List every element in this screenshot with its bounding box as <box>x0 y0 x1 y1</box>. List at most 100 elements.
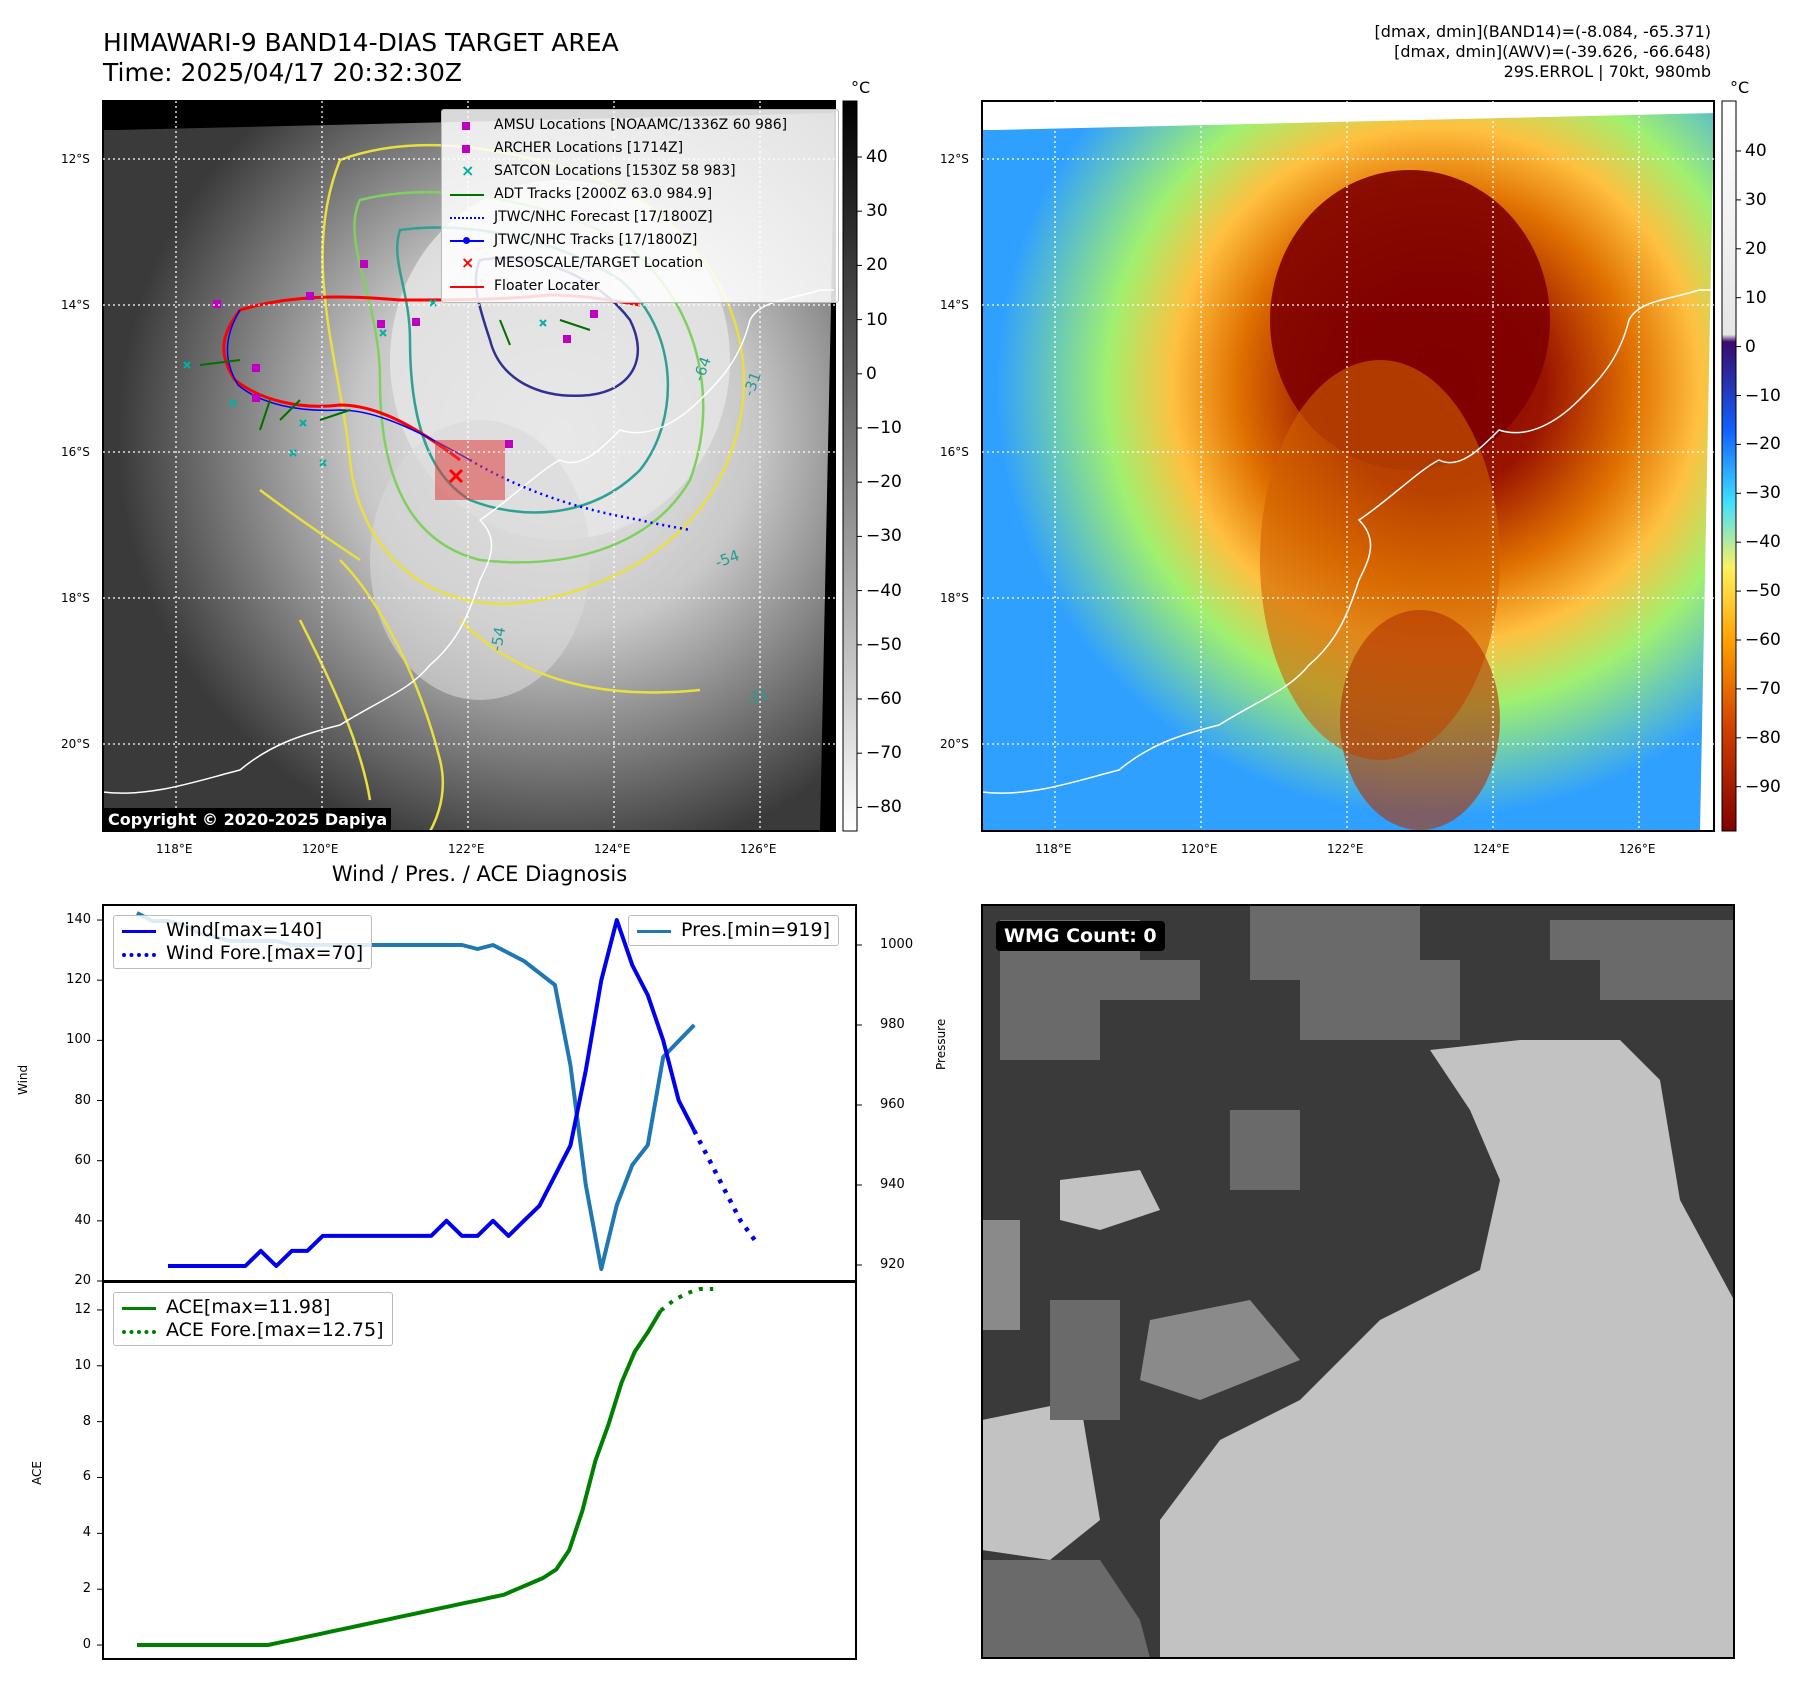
pressure-legend: Pres.[min=919] <box>628 915 839 946</box>
map-legend-label: JTWC/NHC Tracks [17/1800Z] <box>494 232 698 248</box>
colorbar-tick-label: −80 <box>866 797 902 818</box>
pres-legend-label: Pres.[min=919] <box>681 919 830 941</box>
pressure-ylabel: Pressure <box>934 1018 948 1070</box>
map-legend-item: JTWC/NHC Tracks [17/1800Z] <box>450 229 830 252</box>
lon-label: 124°E <box>594 842 631 856</box>
map-legend-swatch: × <box>461 252 475 272</box>
ace-tick-label: 0 <box>82 1637 91 1653</box>
map-legend-label: SATCON Locations [1530Z 58 983] <box>494 163 736 179</box>
lon-label: 122°E <box>1327 842 1364 856</box>
ace-legend-label: ACE[max=11.98] <box>166 1296 331 1318</box>
lat-label: 16°S <box>940 445 969 459</box>
lon-label: 126°E <box>1619 842 1656 856</box>
colorbar-tick-label: −70 <box>866 743 902 764</box>
ace-legend-swatch <box>122 1301 156 1315</box>
lon-label: 126°E <box>740 842 777 856</box>
colorbar-tick-label: −10 <box>1745 385 1781 406</box>
lon-label: 122°E <box>448 842 485 856</box>
map-gridlines-right <box>982 101 1714 831</box>
plot-title: HIMAWARI-9 BAND14-DIAS TARGET AREA Time:… <box>103 28 619 88</box>
wind-fore-legend-swatch <box>122 947 156 961</box>
lon-label: 120°E <box>302 842 339 856</box>
ace-tick-label: 10 <box>74 1357 91 1373</box>
colorbar-tick-label: 40 <box>1745 141 1767 161</box>
colorbar-tick-label: −30 <box>866 526 902 547</box>
pressure-tick-label: 940 <box>880 1177 905 1192</box>
ace-legend: ACE[max=11.98] ACE Fore.[max=12.75] <box>113 1292 393 1346</box>
wind-legend-swatch <box>122 924 156 938</box>
map-legend-swatch <box>450 234 484 248</box>
map-legend-item: JTWC/NHC Forecast [17/1800Z] <box>450 206 830 229</box>
ace-fore-legend-swatch <box>122 1324 156 1338</box>
colorbar-tick-label: −50 <box>1745 581 1781 602</box>
lon-label: 118°E <box>156 842 193 856</box>
diag-title: Wind / Pres. / ACE Diagnosis <box>331 862 628 886</box>
colorbar-tick-label: 10 <box>1745 287 1767 308</box>
lat-label: 20°S <box>61 737 90 751</box>
map-legend-item: ARCHER Locations [1714Z] <box>450 137 830 160</box>
stats-info: [dmax, dmin](BAND14)=(-8.084, -65.371) [… <box>1375 22 1711 82</box>
map-legend-label: ADT Tracks [2000Z 63.0 984.9] <box>494 186 713 202</box>
map-legend-item: AMSU Locations [NOAAMC/1336Z 60 986] <box>450 114 830 137</box>
colorbar-tick-label: −80 <box>1745 727 1781 748</box>
colorbar-unit-gray: °C <box>851 78 871 97</box>
colorbar-color <box>1721 100 1737 832</box>
wind-tick-label: 140 <box>66 912 91 928</box>
colorbar-tick-label: 20 <box>866 255 888 276</box>
map-legend-item: Floater Locater <box>450 275 830 298</box>
pres-legend-swatch <box>637 924 671 938</box>
map-legend-swatch <box>450 211 484 225</box>
wind-fore-legend-label: Wind Fore.[max=70] <box>166 942 364 964</box>
map-legend-item: × SATCON Locations [1530Z 58 983] <box>450 160 830 183</box>
lon-label: 120°E <box>1181 842 1218 856</box>
lat-label: 20°S <box>940 737 969 751</box>
lat-label: 12°S <box>61 152 90 166</box>
wmg-panel-image <box>982 905 1734 1658</box>
pressure-tick-label: 1000 <box>880 937 914 952</box>
colorbar-tick-label: −10 <box>866 418 902 438</box>
lat-label: 12°S <box>940 152 969 166</box>
map-legend-label: JTWC/NHC Forecast [17/1800Z] <box>494 209 713 225</box>
colorbar-tick-label: −30 <box>1745 483 1781 504</box>
colorbar-ticks <box>857 150 1741 808</box>
colorbar-tick-label: 20 <box>1745 238 1767 259</box>
info-line-1: [dmax, dmin](BAND14)=(-8.084, -65.371) <box>1374 22 1711 41</box>
colorbar-tick-label: −60 <box>1745 630 1781 650</box>
wind-tick-label: 60 <box>74 1152 91 1168</box>
wind-tick-label: 120 <box>66 972 91 988</box>
lat-label: 18°S <box>61 591 90 605</box>
wind-tick-label: 100 <box>66 1032 91 1048</box>
wind-ylabel: Wind <box>16 1064 30 1095</box>
colorbar-tick-label: 0 <box>866 363 877 384</box>
colorbar-unit-color: °C <box>1730 78 1750 97</box>
map-legend-item: × MESOSCALE/TARGET Location <box>450 252 830 275</box>
map-legend-label: MESOSCALE/TARGET Location <box>494 255 704 271</box>
colorbar-tick-label: −20 <box>1745 434 1781 455</box>
map-legend: AMSU Locations [NOAAMC/1336Z 60 986] ARCH… <box>441 109 839 303</box>
colorbar-tick-label: −90 <box>1745 776 1781 797</box>
pressure-tick-label: 980 <box>880 1017 905 1032</box>
wmg-panel-frame <box>981 904 1735 1659</box>
colorbar-tick-label: 30 <box>1745 189 1767 210</box>
wind-legend: Wind[max=140] Wind Fore.[max=70] <box>113 915 373 969</box>
ace-line <box>137 1309 663 1647</box>
map-legend-swatch <box>450 142 484 156</box>
wind-forecast-line <box>692 1129 758 1244</box>
lat-label: 14°S <box>940 298 969 312</box>
ir-map-color-frame <box>981 100 1715 832</box>
lat-label: 14°S <box>61 298 90 312</box>
map-legend-label: ARCHER Locations [1714Z] <box>494 140 684 156</box>
wind-tick-label: 80 <box>74 1092 91 1108</box>
wmg-count-label: WMG Count: 0 <box>996 921 1165 951</box>
map-legend-label: Floater Locater <box>494 278 600 294</box>
ace-forecast-line <box>659 1287 714 1313</box>
colorbar-tick-label: 30 <box>866 201 888 222</box>
lat-label: 16°S <box>61 445 90 459</box>
wind-legend-label: Wind[max=140] <box>166 919 323 941</box>
map-legend-swatch <box>450 188 484 202</box>
colorbar-tick-label: 0 <box>1745 336 1756 357</box>
info-line-2: [dmax, dmin](AWV)=(-39.626, -66.648) <box>1394 42 1711 61</box>
diag-ticks <box>97 919 862 1646</box>
lon-label: 124°E <box>1473 842 1510 856</box>
